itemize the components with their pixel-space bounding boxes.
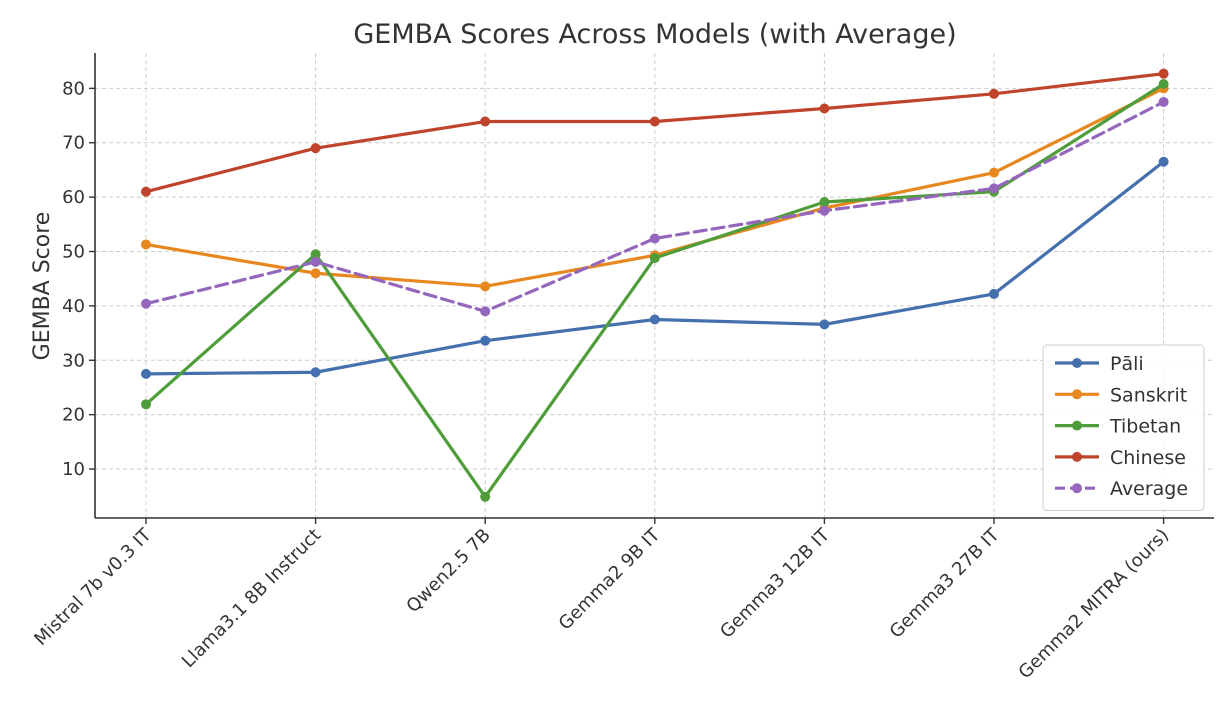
- legend-swatch-marker: [1072, 420, 1082, 431]
- legend-swatch-marker: [1072, 451, 1082, 462]
- legend-entry: Tibetan: [1055, 416, 1181, 438]
- data-point-chinese: [310, 143, 321, 154]
- data-point-average: [819, 205, 830, 216]
- y-tick-label: 60: [62, 187, 85, 208]
- data-point-tibetan: [141, 399, 151, 410]
- legend-label: Average: [1110, 478, 1188, 500]
- series-chinese: [141, 68, 1169, 197]
- data-point-chinese: [819, 103, 830, 114]
- data-point-average: [649, 233, 660, 244]
- data-point-sanskrit: [141, 239, 151, 250]
- legend-box: [1042, 344, 1205, 511]
- data-point-p-li: [310, 367, 321, 378]
- data-point-sanskrit: [989, 167, 999, 178]
- legend-entry: Chinese: [1055, 447, 1186, 469]
- data-point-tibetan: [819, 197, 830, 208]
- legend-label: Sanskrit: [1110, 384, 1187, 406]
- y-tick-label: 50: [62, 242, 85, 263]
- data-point-average: [480, 306, 491, 317]
- legend: Pāli Sanskrit Tibetan Chinese Average: [1042, 344, 1205, 511]
- data-point-p-li: [480, 335, 491, 346]
- chart-title: GEMBA Scores Across Models (with Average…: [353, 19, 956, 50]
- data-point-tibetan: [649, 253, 660, 264]
- y-tick-label: 70: [62, 133, 85, 154]
- data-point-chinese: [649, 116, 660, 127]
- data-point-sanskrit: [480, 281, 491, 292]
- data-point-average: [989, 183, 999, 194]
- data-point-p-li: [141, 368, 151, 379]
- legend-swatch-marker: [1072, 358, 1082, 368]
- data-point-p-li: [819, 319, 830, 330]
- data-point-p-li: [649, 314, 660, 325]
- legend-entry: Sanskrit: [1055, 384, 1187, 406]
- data-point-tibetan: [310, 249, 321, 260]
- y-tick-label: 30: [62, 350, 85, 371]
- data-point-chinese: [989, 88, 999, 99]
- axes: [89, 53, 1214, 524]
- data-point-chinese: [141, 186, 151, 197]
- legend-entry: Average: [1055, 478, 1188, 500]
- y-tick-label: 10: [62, 459, 85, 480]
- data-point-average: [310, 256, 321, 267]
- y-tick-label: 20: [62, 405, 85, 426]
- data-point-tibetan: [480, 491, 491, 502]
- legend-entry: Pāli: [1055, 353, 1144, 375]
- legend-swatch-marker: [1072, 483, 1082, 494]
- series-p-li: [141, 156, 1169, 379]
- series-average: [141, 96, 1169, 317]
- y-axis-label: GEMBA Score: [30, 212, 55, 361]
- data-point-p-li: [1158, 156, 1169, 167]
- legend-label: Tibetan: [1109, 416, 1181, 438]
- legend-swatch-marker: [1072, 389, 1082, 400]
- data-point-average: [1158, 96, 1169, 107]
- y-tick-label: 40: [62, 296, 85, 317]
- data-point-tibetan: [1158, 79, 1169, 89]
- data-point-sanskrit: [310, 268, 321, 279]
- data-point-chinese: [1158, 68, 1169, 79]
- data-point-chinese: [480, 116, 491, 127]
- data-series: [141, 68, 1169, 502]
- data-point-average: [141, 298, 151, 309]
- y-tick-label: 80: [62, 78, 85, 99]
- legend-label: Pāli: [1110, 353, 1144, 375]
- legend-label: Chinese: [1110, 447, 1186, 469]
- data-point-p-li: [989, 288, 999, 299]
